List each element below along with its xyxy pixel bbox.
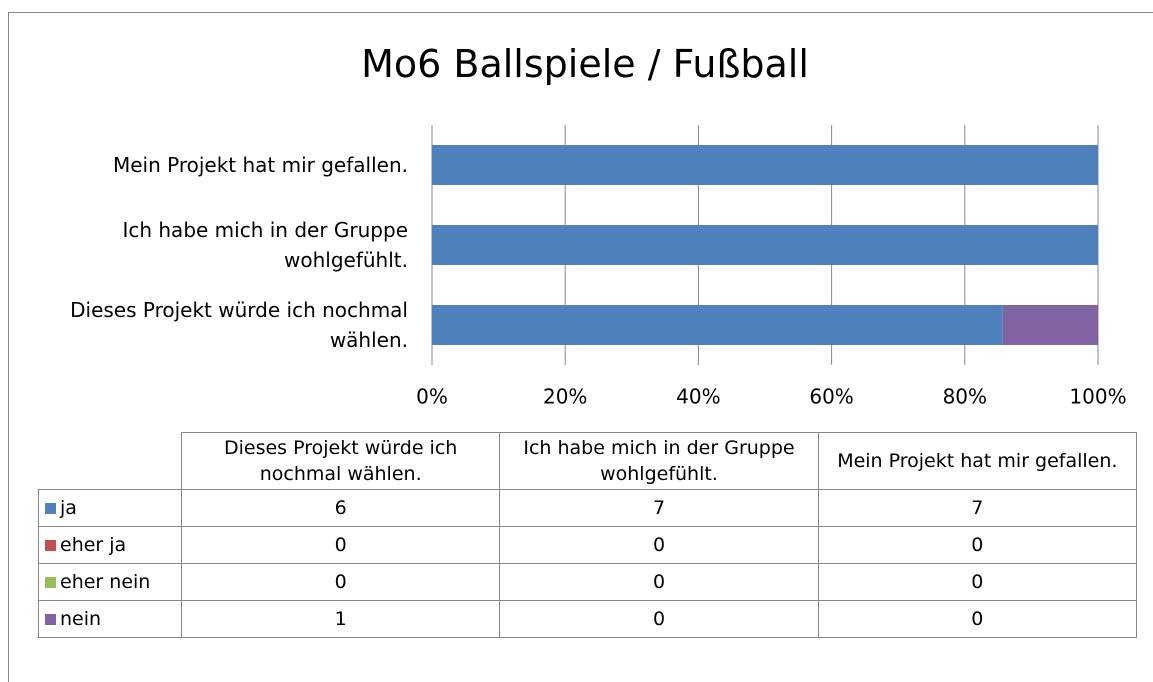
- legend-key: [45, 577, 56, 588]
- bar-segment: [432, 145, 1098, 185]
- chart-title: Mo6 Ballspiele / Fußball: [361, 42, 809, 86]
- chart-frame: [8, 12, 1153, 682]
- table-value: 6: [180, 489, 501, 527]
- series-cell: nein: [38, 600, 182, 638]
- legend-key: [45, 614, 56, 625]
- legend-label: eher nein: [60, 571, 151, 593]
- table-value: 7: [499, 489, 819, 527]
- series-cell: ja: [38, 489, 182, 527]
- table-value: 0: [499, 526, 819, 564]
- bar-segment: [432, 305, 1003, 345]
- table-header: Dieses Projekt würde ich nochmal wählen.…: [38, 432, 1138, 490]
- legend-label: ja: [60, 497, 77, 519]
- series-cell: eher nein: [38, 563, 182, 601]
- table-body: ja 6 7 7 eher ja 0 0 0 eher nein 0 0 0 nein 1 0 0: [38, 489, 1138, 638]
- table-column-header: Ich habe mich in der Gruppe wohlgefühlt.: [499, 432, 819, 490]
- x-tick-label: 40%: [676, 385, 720, 409]
- x-tick-label: 80%: [943, 385, 987, 409]
- legend-key: [45, 540, 56, 551]
- bar-segment: [1002, 305, 1098, 345]
- category-label: Dieses Projekt würde ich nochmal wählen.: [70, 298, 408, 352]
- x-tick-label: 0%: [416, 385, 448, 409]
- table-value: 0: [817, 600, 1138, 638]
- table-value: 0: [499, 600, 819, 638]
- table-value: 0: [817, 526, 1138, 564]
- bar-segment: [432, 225, 1098, 265]
- data-table: Dieses Projekt würde ich nochmal wählen.…: [38, 432, 1138, 638]
- table-value: 0: [499, 563, 819, 601]
- table-value: 1: [180, 600, 501, 638]
- series-cell: eher ja: [38, 526, 182, 564]
- category-label: Mein Projekt hat mir gefallen.: [112, 153, 408, 177]
- table-value: 7: [817, 489, 1138, 527]
- legend-label: nein: [60, 608, 102, 630]
- table-row: nein 1 0 0: [38, 600, 1138, 638]
- legend-label: eher ja: [60, 534, 127, 556]
- x-tick-label: 20%: [543, 385, 587, 409]
- table-value: 0: [180, 526, 501, 564]
- legend-key: [45, 503, 56, 514]
- table-value: 0: [817, 563, 1138, 601]
- table-row: eher nein 0 0 0: [38, 563, 1138, 601]
- table-row: ja 6 7 7: [38, 489, 1138, 527]
- table-row: eher ja 0 0 0: [38, 526, 1138, 564]
- table-column-header: Mein Projekt hat mir gefallen.: [817, 432, 1138, 490]
- category-label: Ich habe mich in der Gruppe wohlgefühlt.: [122, 218, 408, 272]
- x-tick-label: 60%: [809, 385, 853, 409]
- table-column-header: Dieses Projekt würde ich nochmal wählen.: [180, 432, 501, 490]
- x-tick-label: 100%: [1069, 385, 1126, 409]
- table-corner: [38, 432, 182, 490]
- table-value: 0: [180, 563, 501, 601]
